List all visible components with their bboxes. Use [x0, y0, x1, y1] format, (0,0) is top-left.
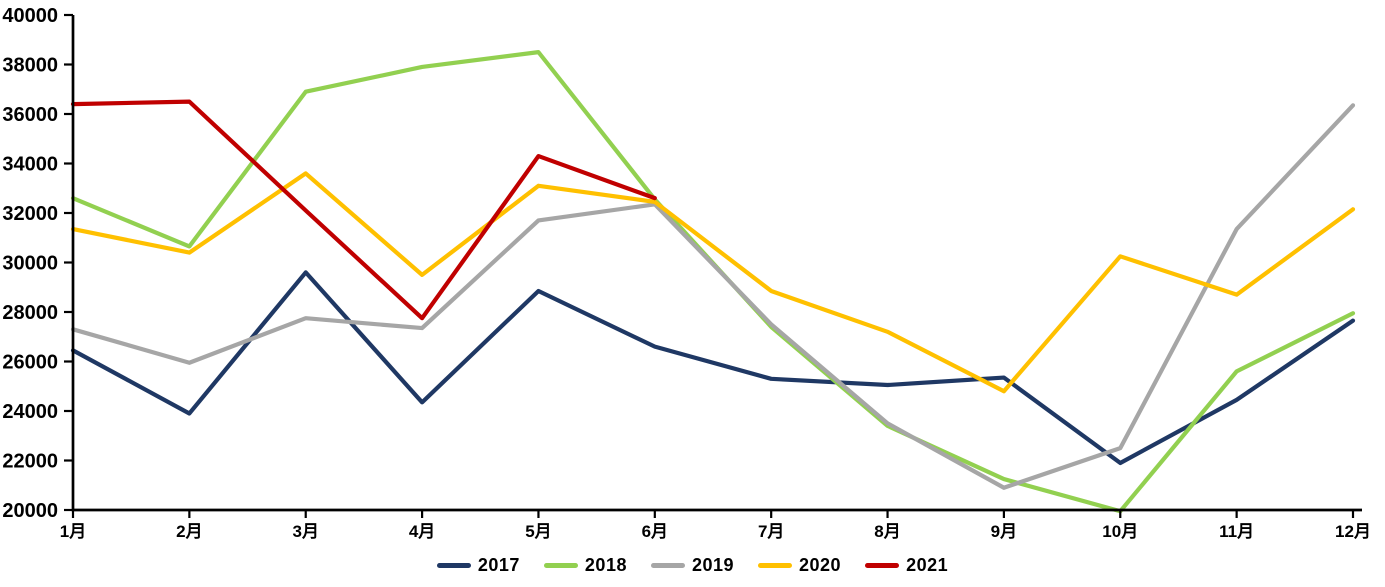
y-axis-label: 28000: [2, 302, 58, 324]
plot-area: 20000 22000 24000 26000 28000 30000 32000 34000…: [2, 5, 1371, 541]
y-axis-label: 36000: [2, 104, 58, 126]
legend-label: 2020: [799, 554, 842, 575]
x-axis-label: 11月: [1219, 522, 1254, 541]
x-axis-label: 4月: [409, 522, 435, 541]
legend-item-2017: 2017: [436, 554, 520, 576]
legend-swatch-2017: [436, 562, 471, 568]
axis-labels: 20000 22000 24000 26000 28000 30000 32000 34000…: [2, 5, 1371, 541]
y-axis-label: 34000: [2, 154, 58, 176]
legend-label: 2021: [906, 554, 949, 575]
x-axis-label: 3月: [292, 522, 318, 541]
x-axis-label: 8月: [874, 522, 900, 541]
y-axis-label: 20000: [2, 500, 58, 522]
axes: [64, 13, 1362, 518]
legend-item-2020: 2020: [758, 555, 841, 576]
legend-label: 2019: [691, 554, 735, 575]
y-axis-label: 22000: [2, 451, 58, 473]
legend-label: 2018: [584, 554, 627, 575]
legend-label: 2017: [477, 554, 520, 575]
y-axis-label: 26000: [2, 352, 58, 374]
x-axis-label: 7月: [758, 522, 784, 541]
x-axis-label: 10月: [1102, 522, 1138, 541]
series-line-2017: [70, 270, 1356, 466]
y-axis-label: 40000: [2, 5, 58, 27]
legend-swatch-2021: [865, 562, 900, 568]
x-axis-label: 2月: [176, 522, 202, 541]
x-axis-label: 1月: [60, 522, 86, 541]
legend-swatch-2020: [758, 562, 793, 568]
series-line-2020: [70, 171, 1356, 394]
y-axis-label: 38000: [2, 55, 58, 77]
y-axis-label: 32000: [2, 203, 58, 225]
x-axis-label: 5月: [525, 522, 551, 541]
legend-swatch-2019: [650, 562, 685, 568]
series-lines: [70, 50, 1356, 514]
x-axis-label: 6月: [642, 522, 668, 541]
y-axis-label: 30000: [2, 253, 58, 275]
x-axis-label: 9月: [991, 522, 1017, 541]
legend-item-2019: 2019: [650, 554, 735, 576]
x-axis-label: 12月: [1335, 522, 1371, 541]
legend-item-2018: 2018: [543, 554, 627, 576]
series-line-2019: [70, 103, 1356, 490]
series-line-2021: [70, 99, 657, 321]
y-axis-label: 24000: [2, 401, 58, 423]
legend: 2017 2018 2019 2020 2021: [0, 548, 1385, 582]
legend-swatch-2018: [543, 562, 578, 568]
legend-item-2021: 2021: [865, 555, 948, 576]
